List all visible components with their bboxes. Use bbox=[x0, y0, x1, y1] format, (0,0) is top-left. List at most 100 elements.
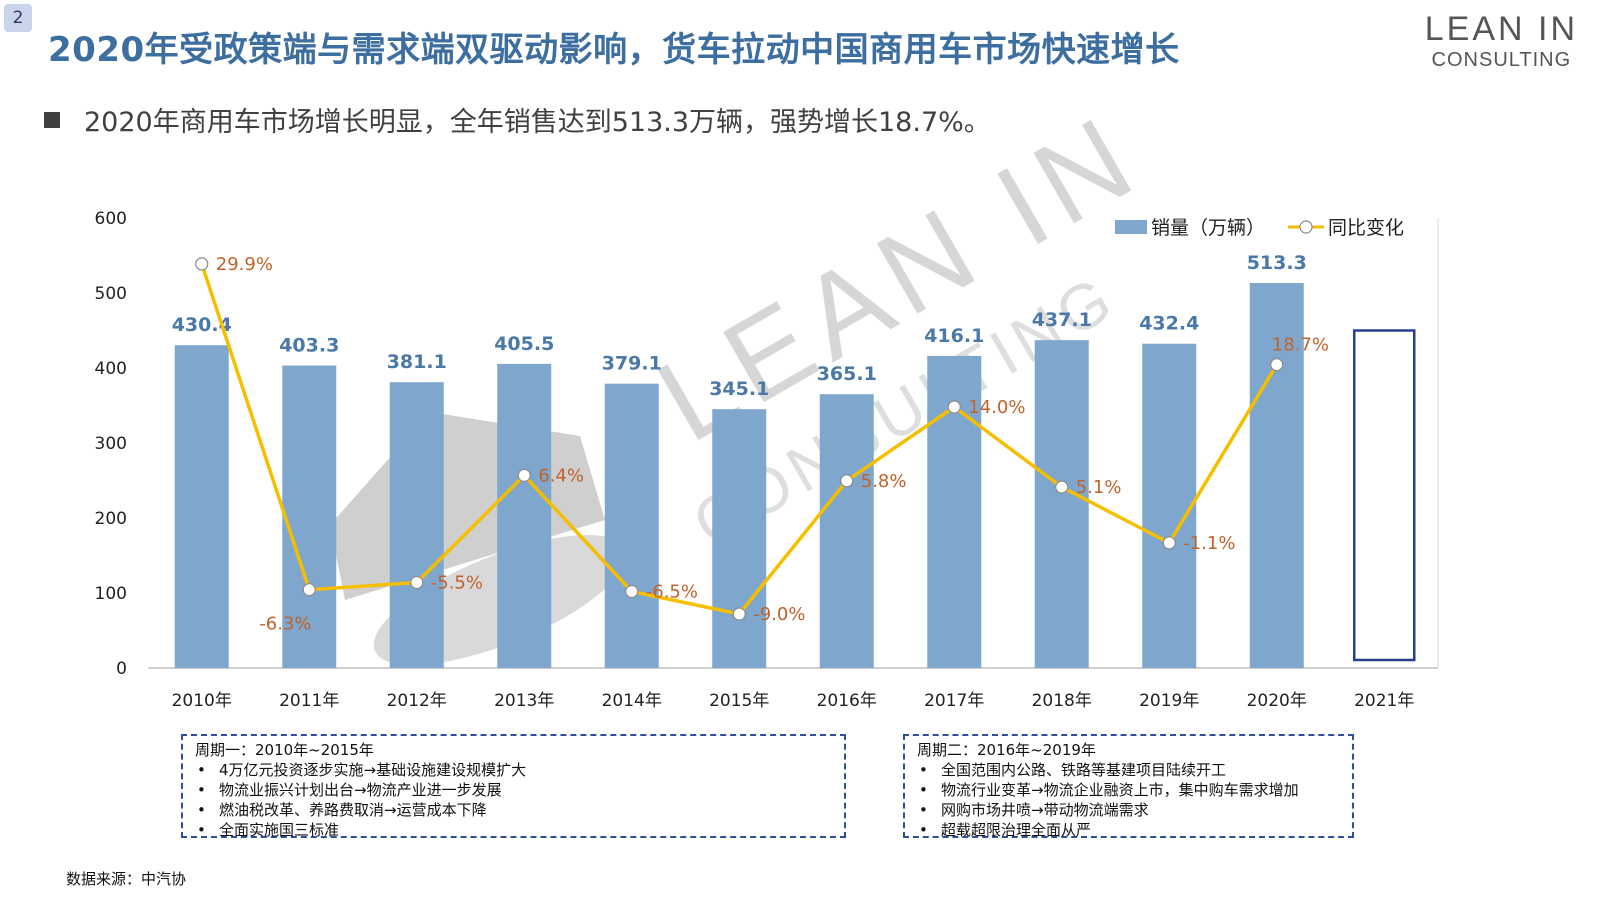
cycle-one-item: • 4万亿元投资逐步实施→基础设施建设规模扩大 bbox=[195, 760, 834, 780]
cycle-one-title: 周期一：2010年~2015年 bbox=[195, 741, 374, 759]
cycle-two-note-box: 周期二：2016年~2019年 • 全国范围内公路、铁路等基建项目陆续开工 • 物流… bbox=[903, 734, 1354, 840]
bar-value-label: 430.4 bbox=[172, 314, 232, 336]
bullet-dot-icon: • bbox=[919, 781, 928, 799]
yoy-point bbox=[517, 468, 531, 482]
bar-value-label: 365.1 bbox=[817, 363, 877, 385]
yoy-point bbox=[947, 400, 961, 414]
bar bbox=[819, 394, 874, 668]
bar bbox=[174, 345, 229, 668]
y-tick-label: 600 bbox=[95, 209, 127, 229]
bar-value-label: 432.4 bbox=[1139, 313, 1199, 335]
yoy-point bbox=[1162, 536, 1176, 550]
bar bbox=[604, 383, 659, 668]
x-tick-label: 2019年 bbox=[1139, 691, 1199, 711]
company-logo: LEAN IN CONSULTING bbox=[1425, 10, 1578, 72]
logo-text-line2: CONSULTING bbox=[1431, 49, 1572, 71]
cycle-two-item: • 物流行业变革→物流企业融资上市，集中购车需求增加 bbox=[917, 780, 1342, 800]
y-tick-label: 0 bbox=[116, 659, 127, 679]
bar bbox=[712, 409, 767, 668]
bullet-dot-icon: • bbox=[919, 821, 928, 839]
data-source: 数据来源：中汽协 bbox=[66, 870, 187, 888]
legend-line-label: 同比变化 bbox=[1328, 217, 1404, 239]
page-title: 2020年受政策端与需求端双驱动影响，货车拉动中国商用车市场快速增长 bbox=[48, 30, 1180, 70]
x-tick-label: 2016年 bbox=[817, 691, 877, 711]
bullet-dot-icon: • bbox=[197, 761, 206, 779]
x-tick-label: 2014年 bbox=[602, 691, 662, 711]
bar-value-label: 437.1 bbox=[1032, 309, 1092, 331]
bar bbox=[1142, 343, 1197, 668]
yoy-point bbox=[732, 607, 746, 621]
bar bbox=[497, 363, 552, 668]
yoy-point bbox=[1055, 480, 1069, 494]
legend-bar-swatch bbox=[1115, 220, 1147, 234]
note-text: 全国范围内公路、铁路等基建项目陆续开工 bbox=[941, 761, 1227, 779]
bar bbox=[1034, 340, 1089, 668]
cycle-one-note-box: 周期一：2010年~2015年 • 4万亿元投资逐步实施→基础设施建设规模扩大 •… bbox=[181, 734, 846, 840]
logo-text-line1: LEAN IN bbox=[1424, 10, 1578, 48]
bar bbox=[389, 382, 444, 668]
x-tick-label: 2018年 bbox=[1032, 691, 1092, 711]
bullet-dot-icon: • bbox=[919, 801, 928, 819]
note-text: 物流行业变革→物流企业融资上市，集中购车需求增加 bbox=[941, 781, 1299, 799]
yoy-value-label: 5.1% bbox=[1076, 477, 1122, 498]
note-text: 超载超限治理全面从严 bbox=[941, 821, 1092, 839]
legend-marker-icon bbox=[1299, 220, 1313, 234]
summary-text: 2020年商用车市场增长明显，全年销售达到513.3万辆，强势增长18.7%。 bbox=[84, 107, 991, 138]
square-bullet-icon bbox=[44, 111, 60, 128]
yoy-value-label: -5.5% bbox=[431, 573, 483, 594]
note-text: 4万亿元投资逐步实施→基础设施建设规模扩大 bbox=[219, 761, 527, 779]
x-tick-label: 2010年 bbox=[172, 691, 232, 711]
yoy-value-label: 14.0% bbox=[968, 397, 1025, 418]
bullet-dot-icon: • bbox=[919, 761, 928, 779]
cycle-one-item: • 燃油税改革、养路费取消→运营成本下降 bbox=[195, 800, 834, 820]
cycle-one-item: • 全面实施国三标准 bbox=[195, 820, 834, 840]
cycle-two-item: • 网购市场井喷→带动物流端需求 bbox=[917, 800, 1342, 820]
forecast-bar-outline bbox=[1353, 329, 1416, 662]
x-tick-label: 2011年 bbox=[279, 691, 339, 711]
yoy-value-label: 29.9% bbox=[216, 254, 273, 275]
bullet-dot-icon: • bbox=[197, 801, 206, 819]
page-number-badge: 2 bbox=[4, 4, 32, 32]
note-text: 全面实施国三标准 bbox=[219, 821, 340, 839]
sales-chart: LEAN IN CONSULTING 010020030040050060020… bbox=[95, 89, 1439, 711]
cycle-one-item: • 物流业振兴计划出台→物流产业进一步发展 bbox=[195, 780, 834, 800]
y-tick-label: 400 bbox=[95, 359, 127, 379]
bar-value-label: 513.3 bbox=[1247, 252, 1307, 274]
chart-legend: 销量（万辆） 同比变化 bbox=[1115, 217, 1404, 239]
bullet-dot-icon: • bbox=[197, 821, 206, 839]
note-text: 燃油税改革、养路费取消→运营成本下降 bbox=[219, 801, 487, 819]
yoy-value-label: 6.4% bbox=[538, 465, 584, 486]
legend-bar-label: 销量（万辆） bbox=[1151, 217, 1265, 239]
x-tick-label: 2021年 bbox=[1354, 691, 1414, 711]
yoy-value-label: -1.1% bbox=[1183, 533, 1235, 554]
yoy-value-label: -6.5% bbox=[646, 582, 698, 603]
x-tick-label: 2015年 bbox=[709, 691, 769, 711]
bar-value-label: 403.3 bbox=[279, 335, 339, 357]
note-text: 网购市场井喷→带动物流端需求 bbox=[941, 801, 1149, 819]
yoy-point bbox=[625, 584, 639, 599]
yoy-point bbox=[302, 583, 316, 597]
y-tick-label: 100 bbox=[95, 584, 127, 604]
x-tick-label: 2020年 bbox=[1247, 691, 1307, 711]
y-tick-label: 300 bbox=[95, 434, 127, 454]
x-tick-label: 2012年 bbox=[387, 691, 447, 711]
cycle-two-item: • 超载超限治理全面从严 bbox=[917, 820, 1342, 840]
note-text: 物流业振兴计划出台→物流产业进一步发展 bbox=[219, 781, 502, 799]
bar-value-label: 381.1 bbox=[387, 351, 447, 373]
x-tick-label: 2017年 bbox=[924, 691, 984, 711]
cycle-two-title: 周期二：2016年~2019年 bbox=[917, 741, 1096, 759]
bullet-dot-icon: • bbox=[197, 781, 206, 799]
x-tick-label: 2013年 bbox=[494, 691, 554, 711]
yoy-value-label: -6.3% bbox=[259, 614, 311, 635]
cycle-two-item: • 全国范围内公路、铁路等基建项目陆续开工 bbox=[917, 760, 1342, 780]
yoy-value-label: 18.7% bbox=[1272, 335, 1329, 356]
bar bbox=[1249, 283, 1304, 668]
summary-bullet-point: 2020年商用车市场增长明显，全年销售达到513.3万辆，强势增长18.7%。 bbox=[44, 100, 991, 139]
yoy-value-label: -9.0% bbox=[753, 604, 805, 625]
y-tick-label: 500 bbox=[95, 284, 127, 304]
yoy-value-label: 5.8% bbox=[861, 471, 907, 492]
bar bbox=[282, 365, 337, 668]
plot-area: 0 100 200 300 400 500 600 2010年 2011年 2012年 2013年 2… bbox=[95, 209, 1439, 711]
bar-value-label: 416.1 bbox=[924, 325, 984, 347]
bar-value-label: 405.5 bbox=[494, 333, 554, 355]
